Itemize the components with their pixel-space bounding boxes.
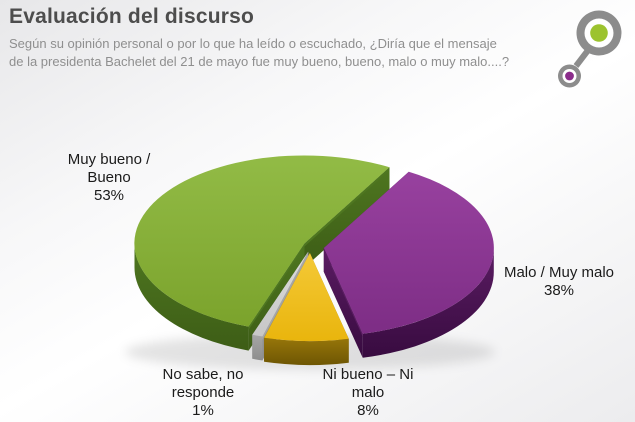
slice-label-value: 53% <box>93 187 125 204</box>
pie-slice-wall <box>323 248 363 358</box>
slice-label-malo-muy-malo: Malo / Muy malo 38% <box>482 264 635 300</box>
pie-slice-rim <box>252 334 263 361</box>
pie-slice-rim <box>264 337 349 366</box>
pie-slice-edge <box>323 248 363 337</box>
pie-slice-rim <box>362 248 494 358</box>
pie-slice-edge <box>248 243 305 330</box>
pie-slice-edge <box>262 251 309 340</box>
page-title: Evaluación del discurso <box>9 5 255 28</box>
brand-logo-icon <box>558 10 622 88</box>
slice-label-no-sabe-no-responde: No sabe, no responde 1% <box>126 366 280 420</box>
header: Evaluación del discurso Según su opinión… <box>9 5 549 71</box>
pie-slice-edge <box>304 167 390 247</box>
slice-label-line: Ni bueno – Ni <box>322 366 414 383</box>
slice-label-line: responde <box>171 384 235 401</box>
slice-label-value: 1% <box>192 402 214 419</box>
slice-label-line: No sabe, no <box>162 366 244 383</box>
subtitle: Según su opinión personal o por lo que h… <box>9 35 549 71</box>
slice-label-muy-bueno-bueno: Muy bueno / Bueno 53% <box>34 151 184 205</box>
slice-label-line: Malo / Muy malo <box>503 264 615 281</box>
slice-label-ni-bueno-ni-malo: Ni bueno – Ni malo 8% <box>292 366 444 420</box>
pie-slice-top <box>323 171 494 334</box>
subtitle-line-1: Según su opinión personal o por lo que h… <box>9 36 497 51</box>
logo-green-dot-icon <box>590 24 608 42</box>
slice-label-value: 38% <box>543 282 575 299</box>
slice-label-value: 8% <box>357 402 379 419</box>
pie-slice-wall <box>304 167 390 268</box>
pie-slice-rim <box>134 243 249 351</box>
subtitle-line-2: de la presidenta Bachelet del 21 de mayo… <box>9 54 510 69</box>
slice-label-line: Bueno <box>87 169 131 186</box>
pie-slice-top <box>134 155 390 327</box>
slice-label-line: Muy bueno / <box>67 151 151 168</box>
pie-slice-top <box>264 253 349 342</box>
pie-slice-top <box>252 251 309 337</box>
logo-purple-dot-icon <box>565 71 574 81</box>
slice-label-line: malo <box>351 384 385 401</box>
